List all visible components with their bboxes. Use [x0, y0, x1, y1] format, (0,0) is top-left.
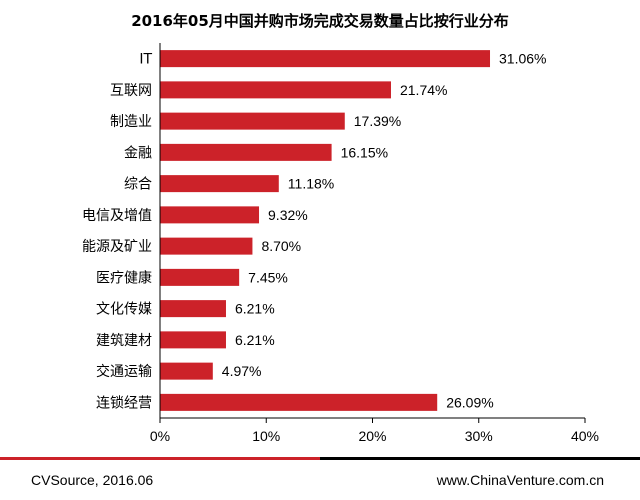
bar-value-label: 21.74% [400, 82, 447, 98]
bar [160, 143, 332, 161]
bar [160, 175, 279, 193]
bar [160, 237, 253, 255]
bar-value-label: 31.06% [499, 51, 546, 67]
bar [160, 362, 213, 380]
bar-value-label: 4.97% [222, 363, 262, 379]
category-label: 制造业 [110, 114, 152, 130]
axes-group: IT 互联网制造业金融综合电信及增值能源及矿业医疗健康文化传媒建筑建材交通运输连锁… [82, 43, 599, 444]
bar-value-label: 26.09% [446, 394, 493, 410]
bar-value-label: 11.18% [288, 176, 334, 192]
chart-title: 2016年05月中国并购市场完成交易数量占比按行业分布 [131, 12, 509, 30]
footer-source: CVSource, 2016.06 [31, 472, 154, 488]
category-label: 能源及矿业 [82, 239, 152, 255]
bar-value-label: 16.15% [341, 144, 388, 160]
x-tick-label: 10% [252, 428, 280, 444]
bar-value-label: 7.45% [248, 269, 288, 285]
category-label: 互联网 [110, 83, 152, 99]
bar [160, 331, 226, 349]
bar-value-label: 17.39% [354, 113, 401, 129]
bar-value-label: 6.21% [235, 301, 275, 317]
bar-value-label: 6.21% [235, 332, 275, 348]
category-label: 电信及增值 [82, 208, 152, 224]
footer-line-black [320, 457, 640, 460]
x-tick-label: 40% [571, 428, 599, 444]
bar-value-label: 9.32% [268, 207, 308, 223]
bar [160, 206, 260, 224]
bar [160, 50, 491, 68]
bar [160, 112, 345, 130]
bar [160, 300, 226, 318]
footer-website: www.ChinaVenture.com.cn [436, 472, 604, 488]
category-label: 金融 [124, 145, 152, 161]
bars-group: 31.06% 21.74% 17.39% 16.15% 11.18% 9.32% 8.70%… [160, 50, 546, 411]
x-tick-label: 20% [358, 428, 386, 444]
category-label: 综合 [124, 177, 152, 193]
x-tick-label: 30% [465, 428, 493, 444]
category-label: 医疗健康 [96, 269, 152, 286]
bar [160, 393, 438, 411]
category-label: 文化传媒 [96, 302, 152, 318]
bar [160, 268, 240, 286]
bar [160, 81, 391, 99]
category-label: 建筑建材 [96, 333, 152, 349]
footer-line-red [0, 457, 320, 460]
bar-value-label: 8.70% [261, 238, 301, 254]
x-tick-label: 0% [150, 428, 170, 444]
category-label: 交通运输 [96, 363, 152, 380]
category-label: 连锁经营 [96, 395, 152, 411]
category-label: IT [139, 52, 152, 68]
